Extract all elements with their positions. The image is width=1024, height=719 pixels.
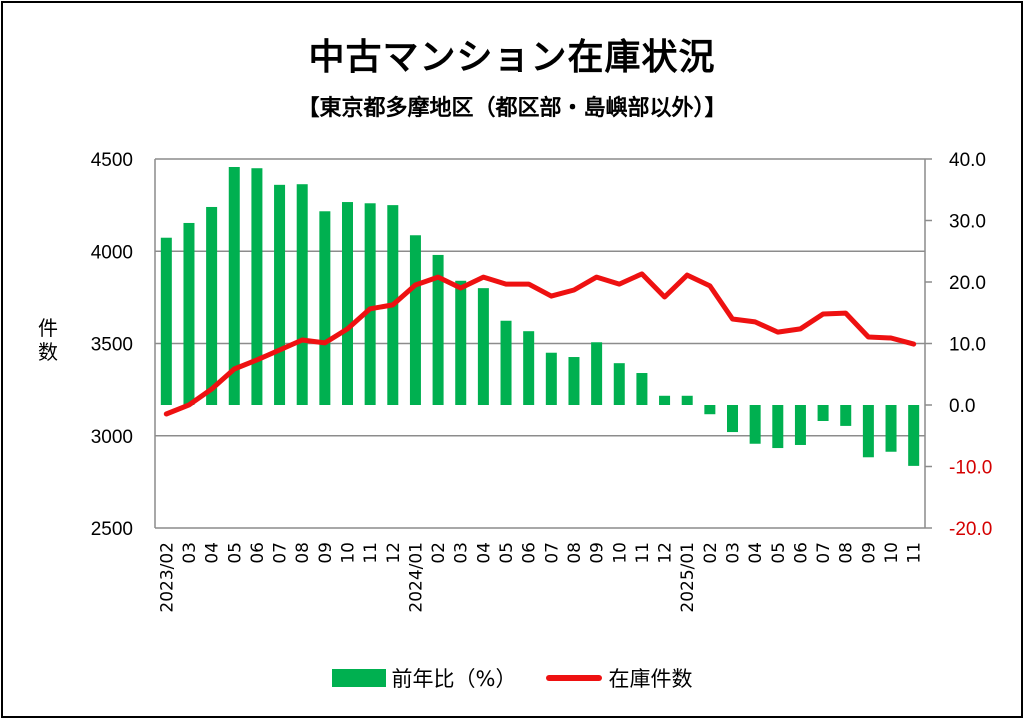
bar-yoy xyxy=(364,203,376,405)
chart-title: 中古マンション在庫状況 xyxy=(308,37,716,78)
x-tick: 05 xyxy=(769,542,789,564)
y-tick-left: 3000 xyxy=(91,427,133,448)
y-tick-right: 40.0 xyxy=(949,150,986,171)
legend: 前年比（%） 在庫件数 xyxy=(0,663,1024,693)
legend-swatch-line xyxy=(546,675,603,681)
x-tick: 11 xyxy=(361,542,381,564)
bar-yoy xyxy=(772,405,784,449)
x-tick: 03 xyxy=(452,542,472,564)
x-tick: 05 xyxy=(497,542,517,564)
x-tick: 08 xyxy=(565,542,585,564)
x-tick: 03 xyxy=(180,542,200,564)
line-inventory xyxy=(163,271,917,417)
bar-yoy xyxy=(613,363,625,405)
x-tick: 11 xyxy=(633,542,653,564)
legend-label-yoy: 前年比（%） xyxy=(391,667,517,691)
x-tick: 09 xyxy=(316,542,336,564)
bar-yoy xyxy=(636,373,648,405)
bar-yoy xyxy=(206,206,218,405)
bar-yoy xyxy=(455,280,467,405)
bar-yoy xyxy=(862,405,874,458)
x-tick: 08 xyxy=(837,542,857,564)
y-axis-label-left: 件数 xyxy=(38,316,58,364)
bar-yoy xyxy=(794,405,806,445)
y-tick-left: 4500 xyxy=(91,150,133,171)
x-tick: 10 xyxy=(610,542,630,564)
bar-yoy xyxy=(704,405,716,415)
x-tick: 10 xyxy=(339,542,359,564)
bar-yoy xyxy=(342,202,353,405)
y-tick-right: 30.0 xyxy=(949,212,986,233)
bar-yoy xyxy=(749,405,761,444)
bar-yoy xyxy=(885,405,897,452)
bar-yoy xyxy=(251,168,263,405)
bar-yoy xyxy=(817,405,829,421)
x-tick: 12 xyxy=(656,542,676,564)
bar-yoy xyxy=(523,331,535,405)
bar-yoy xyxy=(591,342,603,405)
legend-item-inventory: 在庫件数 xyxy=(546,663,692,693)
bar-yoy xyxy=(296,184,308,405)
bar-yoy xyxy=(319,211,331,405)
bar-yoy xyxy=(432,254,444,405)
bar-yoy xyxy=(908,405,920,466)
x-tick: 12 xyxy=(384,542,404,564)
x-tick: 06 xyxy=(248,542,268,564)
x-tick: 11 xyxy=(905,542,925,564)
bar-yoy xyxy=(500,320,512,405)
bar-yoy xyxy=(183,222,195,405)
y-tick-right: -20.0 xyxy=(949,519,992,540)
x-tick: 07 xyxy=(814,542,834,564)
bar-yoy xyxy=(274,184,286,405)
chart-subtitle: 【東京都多摩地区（都区部・島嶼部以外）】 xyxy=(297,96,727,121)
x-tick: 2025/01 xyxy=(678,542,698,613)
y-tick-left: 3500 xyxy=(91,335,133,356)
y-tick-right: 10.0 xyxy=(949,335,986,356)
bar-yoy xyxy=(545,352,557,405)
x-tick: 08 xyxy=(293,542,313,564)
x-tick: 06 xyxy=(520,542,540,564)
x-tick: 09 xyxy=(859,542,879,564)
bar-yoy xyxy=(477,288,489,405)
bar-yoy xyxy=(568,357,580,405)
x-tick: 09 xyxy=(588,542,608,564)
y-tick-right: 20.0 xyxy=(949,273,986,294)
x-tick: 07 xyxy=(271,542,291,564)
x-tick: 05 xyxy=(225,542,245,564)
x-tick: 02 xyxy=(701,542,721,564)
bar-yoy xyxy=(727,405,738,433)
x-tick: 07 xyxy=(542,542,562,564)
y-tick-left: 2500 xyxy=(91,519,133,540)
bar-yoy xyxy=(160,237,172,405)
bar-yoy xyxy=(681,395,693,405)
legend-label-inventory: 在庫件数 xyxy=(608,667,693,691)
x-tick: 06 xyxy=(791,542,811,564)
x-tick: 02 xyxy=(429,542,449,564)
x-tick: 04 xyxy=(474,542,494,564)
legend-swatch-bar xyxy=(331,669,386,687)
bar-yoy xyxy=(840,405,852,426)
x-tick: 2023/02 xyxy=(157,542,177,613)
bar-yoy xyxy=(659,395,671,405)
x-tick: 03 xyxy=(724,542,744,564)
bar-yoy xyxy=(409,235,421,405)
y-tick-right: 0.0 xyxy=(949,396,975,417)
legend-item-yoy: 前年比（%） xyxy=(331,663,517,693)
y-tick-left: 4000 xyxy=(91,242,133,263)
x-tick: 10 xyxy=(882,542,902,564)
x-tick: 04 xyxy=(203,542,223,564)
x-tick: 04 xyxy=(746,542,766,564)
x-tick: 2024/01 xyxy=(406,542,426,613)
y-tick-right: -10.0 xyxy=(949,458,992,479)
bar-yoy xyxy=(228,166,240,405)
